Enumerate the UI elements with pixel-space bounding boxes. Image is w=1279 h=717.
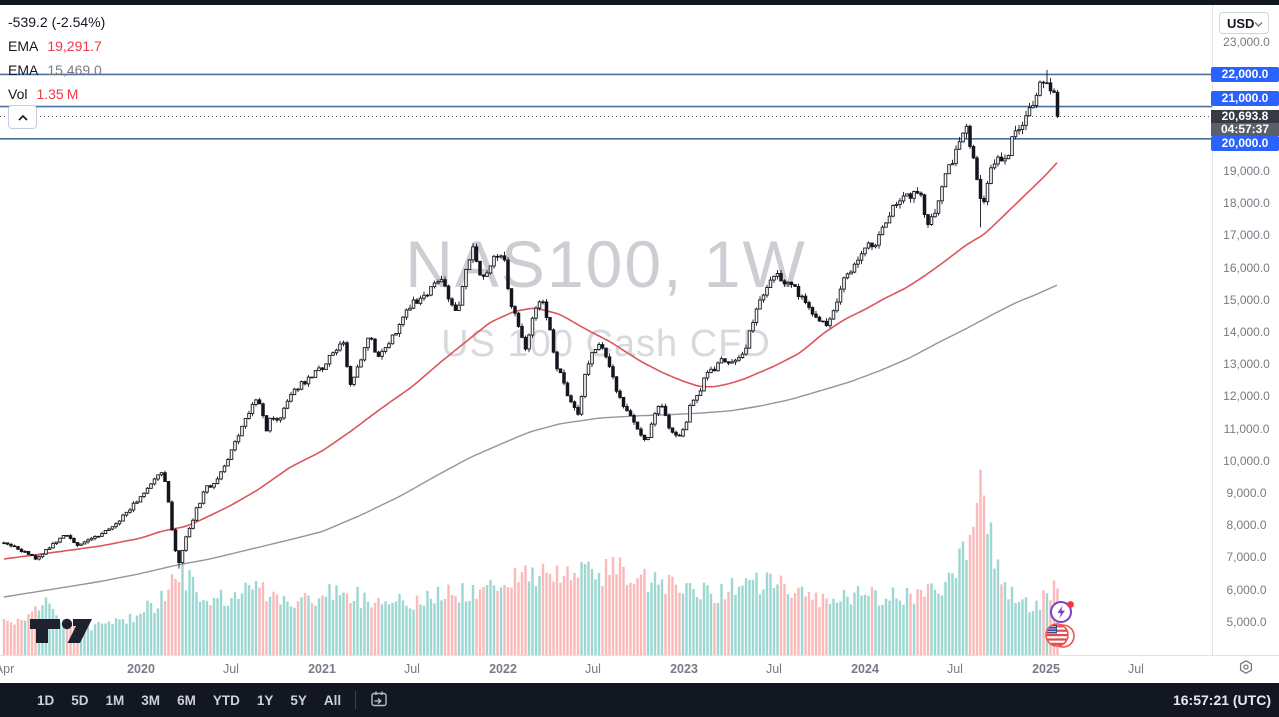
volume-label: Vol <box>8 86 28 102</box>
price-tick-label: 12,000.0 <box>1223 389 1270 404</box>
price-tick-label: 5,000.0 <box>1226 614 1267 629</box>
change-value: -539.2 (-2.54%) <box>8 14 106 30</box>
price-tick-label: 8,000.0 <box>1226 518 1267 533</box>
range-button-ytd[interactable]: YTD <box>210 691 243 710</box>
time-tick-label: Jul <box>584 662 601 676</box>
time-tick-label: Jul <box>765 662 782 676</box>
time-tick-label: Apr <box>0 662 15 676</box>
range-button-1m[interactable]: 1M <box>103 691 128 710</box>
price-line-badge[interactable]: 20,000.0 <box>1211 136 1279 152</box>
time-tick-label: Jul <box>946 662 963 676</box>
last-price-line <box>0 116 1212 117</box>
last-price-value: 20,693.8 <box>1211 109 1279 123</box>
range-button-1y[interactable]: 1Y <box>254 691 277 710</box>
tradingview-logo[interactable] <box>28 615 110 650</box>
range-button-5d[interactable]: 5D <box>68 691 91 710</box>
currency-selector[interactable]: USD <box>1219 12 1269 34</box>
lightning-icon[interactable] <box>1048 599 1076 630</box>
legend-collapse-button[interactable] <box>8 105 37 129</box>
chart-pane[interactable]: NAS100, 1W US 100 Cash CFD -539.2 (-2.54… <box>0 5 1212 655</box>
range-button-1d[interactable]: 1D <box>34 691 57 710</box>
time-tick-label: Jul <box>222 662 239 676</box>
volume-unit: M <box>66 86 79 102</box>
price-tick-label: 18,000.0 <box>1223 196 1270 211</box>
ema-slow-value: 15,469.0 <box>47 62 102 78</box>
ema-slow-label: EMA <box>8 62 39 78</box>
price-tick-label: 7,000.0 <box>1226 550 1267 565</box>
chevron-down-icon <box>1254 14 1263 32</box>
time-axis[interactable]: Apr 2020 Jul 2021 Jul 2022 Jul 2023 Jul 2024 Jul 20… <box>0 655 1279 683</box>
gear-icon <box>1238 659 1254 680</box>
price-tick-label: 13,000.0 <box>1223 357 1270 372</box>
volume-value: 1.35 <box>36 86 64 102</box>
utc-clock[interactable]: 16:57:21 (UTC) <box>1172 692 1271 708</box>
time-tick-label: Jul <box>403 662 420 676</box>
axis-settings-corner[interactable] <box>1212 656 1279 683</box>
bottom-toolbar: 1D 5D 1M 3M 6M YTD 1Y 5Y All 16:57:21 (UTC) <box>0 683 1279 717</box>
legend-volume-row: Vol 1.35 M <box>8 85 105 103</box>
range-button-all[interactable]: All <box>321 691 344 710</box>
range-button-group: 1D 5D 1M 3M 6M YTD 1Y 5Y All <box>34 691 344 710</box>
legend-change-row: -539.2 (-2.54%) <box>8 13 105 31</box>
ema-fast-value: 19,291.7 <box>47 38 102 54</box>
price-tick-label: 11,000.0 <box>1223 421 1270 436</box>
range-button-5y[interactable]: 5Y <box>287 691 310 710</box>
currency-value: USD <box>1227 15 1255 31</box>
time-tick-label: 2022 <box>489 662 517 676</box>
price-tick-label: 6,000.0 <box>1226 582 1267 597</box>
bar-countdown: 04:57:37 <box>1211 122 1279 136</box>
price-tick-label: 14,000.0 <box>1223 325 1270 339</box>
calendar-arrow-icon <box>369 689 389 712</box>
window-top-strip <box>0 0 1279 5</box>
time-tick-label: 2020 <box>127 662 155 676</box>
time-tick-label: Jul <box>1127 662 1144 676</box>
us-flag-icon[interactable] <box>1044 621 1076 654</box>
price-tick-label: 23,000.0 <box>1223 35 1270 50</box>
time-tick-label: 2024 <box>851 662 879 676</box>
legend-ema-slow-row: EMA 15,469.0 <box>8 61 105 79</box>
ema-fast-label: EMA <box>8 38 39 54</box>
time-tick-label: 2025 <box>1032 662 1060 676</box>
time-tick-label: 2021 <box>308 662 336 676</box>
price-line-badge[interactable]: 22,000.0 <box>1211 66 1279 82</box>
time-tick-label: 2023 <box>670 662 698 676</box>
price-tick-label: 10,000.0 <box>1223 453 1270 468</box>
chevron-up-icon <box>17 110 29 125</box>
price-tick-label: 16,000.0 <box>1223 260 1270 275</box>
price-chart-canvas[interactable] <box>0 5 1212 655</box>
legend-ema-fast-row: EMA 19,291.7 <box>8 37 105 55</box>
price-tick-label: 19,000.0 <box>1223 164 1270 178</box>
price-tick-label: 15,000.0 <box>1223 292 1270 307</box>
price-tick-label: 9,000.0 <box>1226 486 1267 500</box>
last-price-badge[interactable]: 20,693.8 04:57:37 <box>1211 109 1279 136</box>
range-button-6m[interactable]: 6M <box>174 691 199 710</box>
go-to-date-button[interactable] <box>367 687 391 714</box>
legend: -539.2 (-2.54%) EMA 19,291.7 EMA 15,469.… <box>8 13 105 109</box>
range-button-3m[interactable]: 3M <box>138 691 163 710</box>
toolbar-separator <box>355 691 357 709</box>
price-line-badge[interactable]: 21,000.0 <box>1211 91 1279 107</box>
price-axis[interactable]: USD 23,000.0 19,000.0 18,000.0 17,000.0 16,0… <box>1211 5 1279 655</box>
price-tick-label: 17,000.0 <box>1223 228 1270 243</box>
